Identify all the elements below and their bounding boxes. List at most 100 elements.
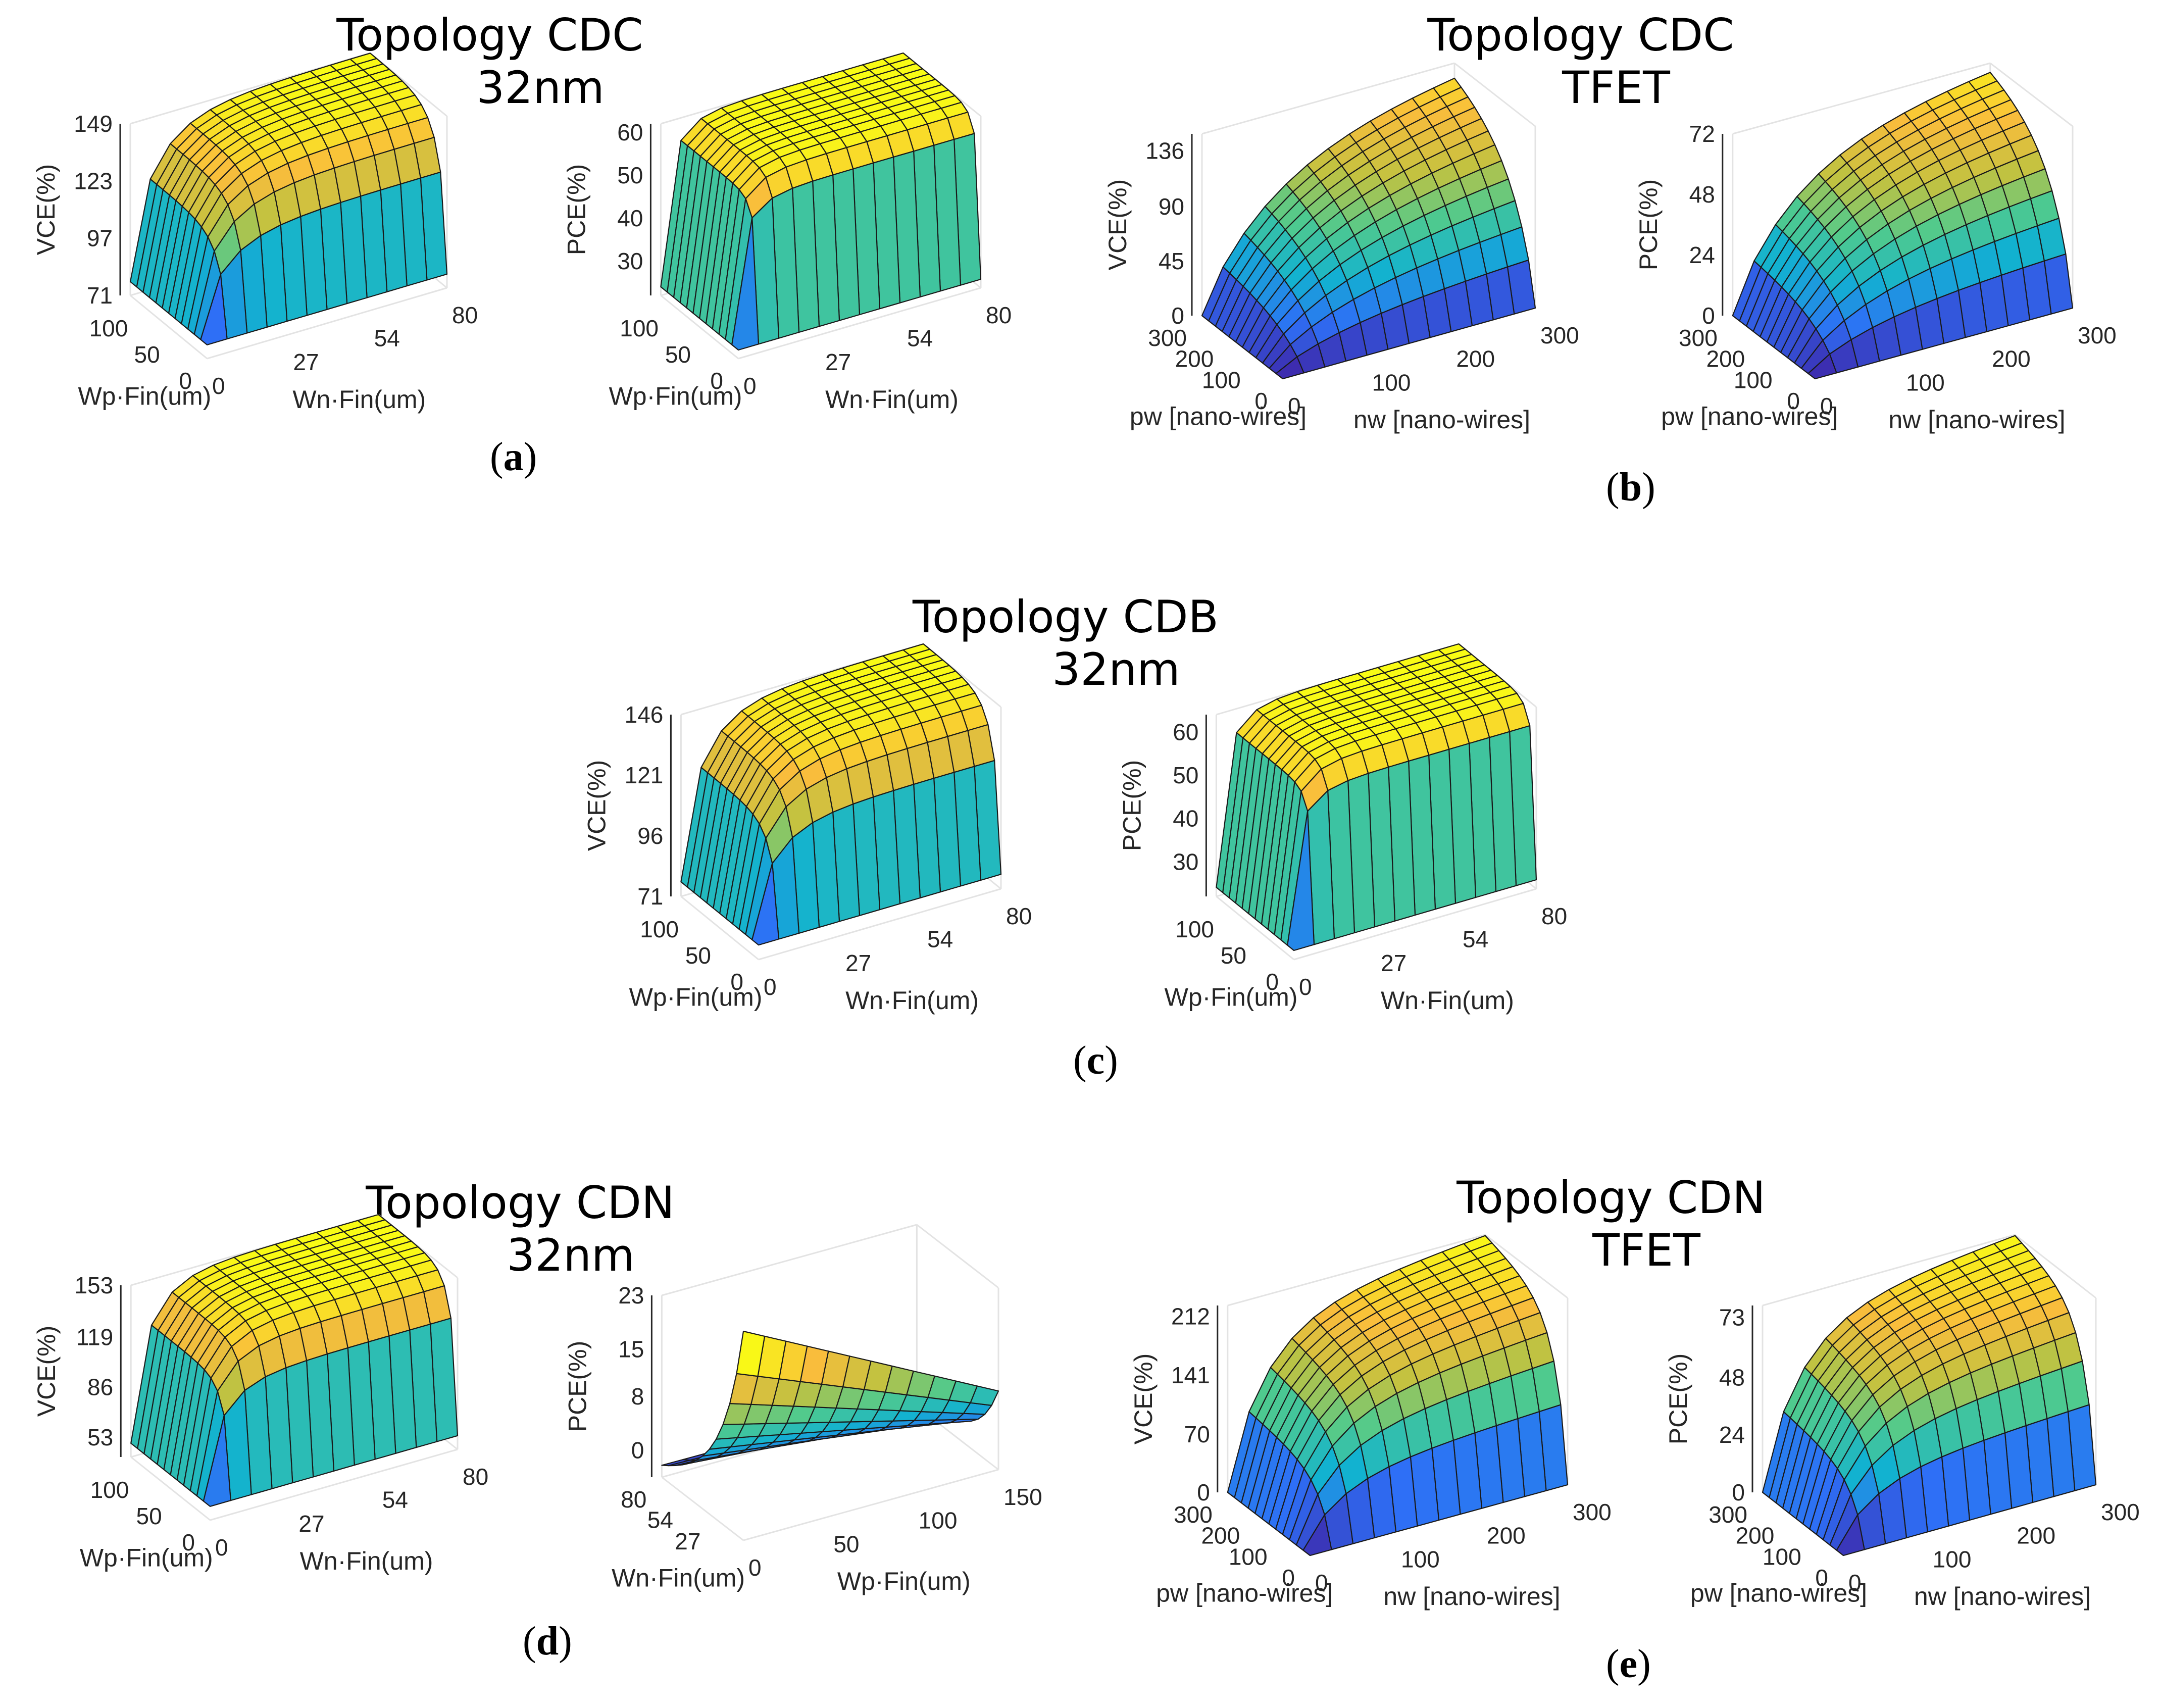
title-d-line2: 32nm [507,1229,635,1281]
caption-a: (a) [490,435,537,479]
plot-a-vce: 71 97 123 149 VCE(%) 0 50 100 Wp·Fin(um) 0 27 54 80 W… [15,52,495,419]
e-vce-ytick: 300 [1573,1499,1612,1525]
e-vce-surface-cell [1302,1514,1332,1556]
e-pce-ytick: 0 [1848,1570,1862,1596]
e-vce-ztick: 212 [1171,1303,1210,1329]
b-vce-ytick: 200 [1456,346,1495,372]
c-pce-xtick: 0 [1266,969,1279,995]
caption-c: (c) [1073,1038,1118,1083]
c-pce-surface [1216,643,1537,951]
e-pce-ztick: 0 [1732,1479,1745,1505]
d-vce-ztick: 153 [74,1272,113,1298]
b-pce-xtick: 100 [1734,367,1773,393]
a-pce-surface [660,52,982,351]
plot-e-vce: 0 70 141 212 VCE(%) 0 100 200 300 pw [nano-wires]… [1111,1234,1626,1616]
b-pce-ytick: 200 [1992,346,2031,372]
a-vce-ztick: 123 [74,168,113,194]
plot-b-vce: 0 45 90 136 VCE(%) 0 100 200 300 pw [nano-wires] 0… [1086,62,1591,439]
a-pce-ztick: 30 [617,248,643,274]
plot-a-pce: 30 40 50 60 PCE(%) 0 50 100 Wp·Fin(um) 0 27 54 80 Wn·… [545,52,1030,419]
b-pce-ylabel: nw [nano-wires] [1888,406,2065,434]
plot-d-pce: 0 8 15 23 PCE(%) 27 54 80 Wn·Fin(um) 0 50 100 150 Wp·… [545,1224,1056,1601]
d-vce-ztick: 86 [87,1374,113,1400]
title-c-line2: 32nm [1052,643,1180,695]
title-e-line1: Topology CDN [1456,1172,1766,1224]
e-pce-xlabel: pw [nano-wires] [1690,1579,1867,1607]
e-pce-surface [1762,1235,2097,1556]
e-vce-zlabel: VCE(%) [1129,1353,1158,1445]
a-vce-ztick: 149 [74,111,113,137]
d-vce-ylabel: Wn·Fin(um) [300,1547,433,1575]
e-vce-ylabel: nw [nano-wires] [1383,1582,1560,1611]
d-pce-surface [661,1330,999,1467]
e-vce-ytick: 100 [1401,1546,1440,1572]
caption-e: (e) [1606,1642,1651,1686]
d-vce-zlabel: VCE(%) [32,1326,61,1417]
c-vce-surface [680,643,1002,946]
a-pce-xlabel: Wp·Fin(um) [609,382,742,410]
b-pce-ytick: 0 [1820,393,1833,419]
d-pce-ztick: 15 [618,1336,644,1363]
e-vce-xtick: 0 [1282,1565,1295,1591]
b-vce-zlabel: VCE(%) [1103,179,1132,271]
c-pce-ztick: 60 [1173,719,1198,745]
c-pce-surface-cell [1287,811,1315,951]
c-pce-ylabel: Wn·Fin(um) [1381,986,1514,1015]
e-pce-zlabel: PCE(%) [1664,1353,1692,1445]
c-pce-ytick: 0 [1299,974,1312,1000]
d-pce-ztick: 23 [618,1282,644,1309]
a-vce-ylabel: Wn·Fin(um) [292,385,426,414]
b-vce-ztick: 45 [1159,248,1184,274]
c-vce-ylabel: Wn·Fin(um) [845,986,979,1015]
c-vce-ytick: 54 [927,926,953,952]
b-pce-xtick: 0 [1787,388,1800,414]
c-vce-ztick: 146 [625,701,664,728]
title-b-line2: TFET [1562,61,1670,114]
a-pce-xtick: 100 [620,315,659,341]
a-pce-ytick: 0 [743,373,757,399]
d-pce-ytick: 150 [1003,1484,1042,1510]
title-b: Topology CDC TFET [1414,9,1747,114]
d-vce-surface-cell [203,1415,231,1507]
b-vce-ztick: 0 [1171,303,1184,329]
e-pce-xtick: 100 [1763,1543,1801,1570]
plot-c-pce: 30 40 50 60 PCE(%) 0 50 100 Wp·Fin(um) 0 27 54 80 Wn·… [1101,643,1586,1020]
e-pce-ylabel: nw [nano-wires] [1914,1582,2091,1611]
d-pce-surface-cell [736,1330,766,1377]
a-vce-ytick: 54 [374,325,400,351]
c-vce-ytick: 0 [764,974,777,1000]
b-pce-xtick: 300 [1679,325,1718,351]
c-vce-ztick: 71 [637,883,663,910]
e-pce-ytick: 100 [1933,1546,1972,1572]
a-pce-ytick: 27 [825,349,851,375]
c-pce-ytick: 54 [1463,926,1488,952]
d-vce-ztick: 53 [87,1424,113,1450]
c-vce-xtick: 0 [730,969,743,995]
c-vce-ytick: 27 [845,950,871,976]
e-pce-ytick: 300 [2101,1499,2140,1525]
d-pce-zlabel: PCE(%) [563,1341,591,1432]
title-a-line2: 32nm [476,61,605,114]
d-pce-ylabel: Wp·Fin(um) [837,1567,971,1595]
a-pce-ztick: 50 [617,162,643,188]
a-pce-ytick: 54 [907,325,933,351]
c-pce-ytick: 27 [1381,950,1406,976]
a-vce-zlabel: VCE(%) [32,164,60,256]
c-vce-ztick: 96 [637,823,663,849]
e-pce-ztick: 24 [1719,1422,1745,1448]
c-pce-xtick: 100 [1175,916,1214,942]
title-a: Topology CDC 32nm [323,9,657,114]
d-vce-ytick: 54 [382,1487,408,1513]
a-vce-surface-cell [200,274,228,345]
d-pce-ztick: 0 [631,1437,644,1464]
c-pce-ztick: 30 [1173,848,1198,875]
c-pce-ztick: 40 [1173,806,1198,832]
plot-c-vce: 71 96 121 146 VCE(%) 0 50 100 Wp·Fin(um) 0 27 54 80 W… [566,643,1050,1020]
b-vce-xtick: 0 [1254,388,1268,414]
b-pce-ztick: 48 [1689,181,1715,208]
d-pce-ytick: 0 [748,1554,762,1581]
e-vce-xtick: 300 [1174,1501,1213,1528]
b-pce-zlabel: PCE(%) [1634,179,1663,271]
